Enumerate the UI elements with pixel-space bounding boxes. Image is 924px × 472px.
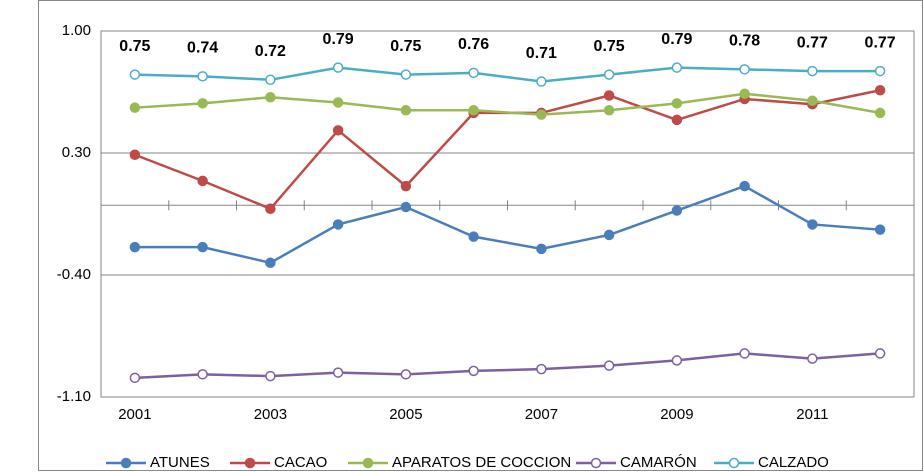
series-line — [134, 92, 881, 116]
data-label: 0.77 — [865, 34, 896, 51]
y-tick-label: -0.40 — [57, 266, 91, 283]
y-tick-label: 0.30 — [62, 144, 91, 161]
data-point — [739, 88, 750, 99]
legend-marker — [590, 457, 602, 469]
data-label: 0.72 — [255, 43, 286, 60]
data-point — [739, 180, 750, 192]
data-point — [197, 98, 208, 109]
x-tick-label: 2005 — [389, 406, 422, 423]
data-label: 0.71 — [526, 45, 557, 62]
data-point — [197, 71, 208, 82]
legend-label: APARATOS DE COCCION — [392, 454, 571, 471]
legend-label: CACAO — [274, 454, 327, 471]
data-point — [468, 67, 479, 79]
data-point — [332, 219, 344, 230]
data-point — [603, 360, 615, 371]
data-point — [874, 348, 886, 359]
data-point — [400, 201, 412, 213]
data-point — [400, 105, 412, 116]
x-tick-label: 2011 — [796, 406, 828, 423]
data-point — [332, 62, 344, 73]
legend-label: CALZADO — [758, 454, 829, 471]
legend-marker — [362, 457, 374, 469]
data-point — [536, 109, 547, 120]
data-point — [332, 367, 344, 378]
y-tick-label: 1.00 — [62, 22, 91, 39]
x-tick-label: 2007 — [525, 406, 558, 423]
data-label: 0.74 — [187, 40, 218, 57]
data-point — [807, 95, 818, 106]
legend-marker — [244, 457, 256, 469]
data-point — [874, 107, 886, 119]
data-point — [332, 97, 344, 108]
data-point — [671, 62, 683, 73]
data-point — [536, 243, 547, 255]
data-point — [468, 365, 479, 377]
data-point — [874, 65, 886, 77]
data-point — [468, 231, 479, 242]
data-point — [197, 241, 208, 253]
data-point — [129, 102, 141, 113]
series-line — [134, 184, 881, 265]
data-label: 0.75 — [119, 38, 150, 55]
x-tick-label: 2003 — [254, 406, 287, 423]
data-point — [197, 175, 208, 187]
legend-marker — [120, 457, 132, 469]
series-line — [134, 352, 881, 380]
data-point — [332, 125, 344, 136]
data-point — [129, 241, 141, 253]
data-point — [400, 69, 412, 80]
data-point — [265, 91, 276, 103]
data-label: 0.76 — [458, 36, 489, 53]
y-tick-label: -1.10 — [57, 388, 91, 405]
data-point — [603, 69, 615, 80]
data-label: 0.77 — [797, 34, 828, 51]
data-point — [671, 205, 683, 216]
x-tick-label: 2001 — [118, 406, 151, 423]
data-point — [536, 76, 547, 87]
data-point — [807, 219, 818, 230]
data-point — [603, 105, 615, 116]
data-point — [197, 369, 208, 380]
data-point — [265, 203, 276, 215]
data-point — [603, 229, 615, 241]
data-label: 0.79 — [661, 31, 692, 48]
data-point — [739, 64, 750, 75]
data-point — [129, 372, 141, 384]
data-point — [129, 149, 141, 160]
data-label: 0.78 — [729, 33, 760, 50]
data-point — [671, 98, 683, 109]
legend-marker — [728, 457, 740, 469]
legend-label: CAMARÓN — [620, 454, 697, 471]
data-point — [400, 180, 412, 192]
data-point — [807, 65, 818, 77]
data-point — [671, 114, 683, 126]
data-point — [874, 85, 886, 96]
series-line — [134, 66, 881, 83]
data-point — [807, 353, 818, 364]
data-label: 0.79 — [323, 31, 354, 48]
data-point — [671, 355, 683, 366]
data-point — [739, 348, 750, 359]
data-point — [536, 363, 547, 375]
legend-label: ATUNES — [150, 454, 210, 471]
data-point — [129, 69, 141, 80]
data-point — [265, 74, 276, 86]
data-point — [265, 370, 276, 382]
data-point — [603, 90, 615, 101]
data-point — [874, 224, 886, 235]
data-point — [265, 257, 276, 269]
chart-border — [38, 0, 923, 471]
data-label: 0.75 — [594, 38, 625, 55]
data-label: 0.75 — [390, 38, 421, 55]
data-point — [400, 369, 412, 380]
data-point — [468, 105, 479, 116]
x-tick-label: 2009 — [660, 406, 693, 423]
